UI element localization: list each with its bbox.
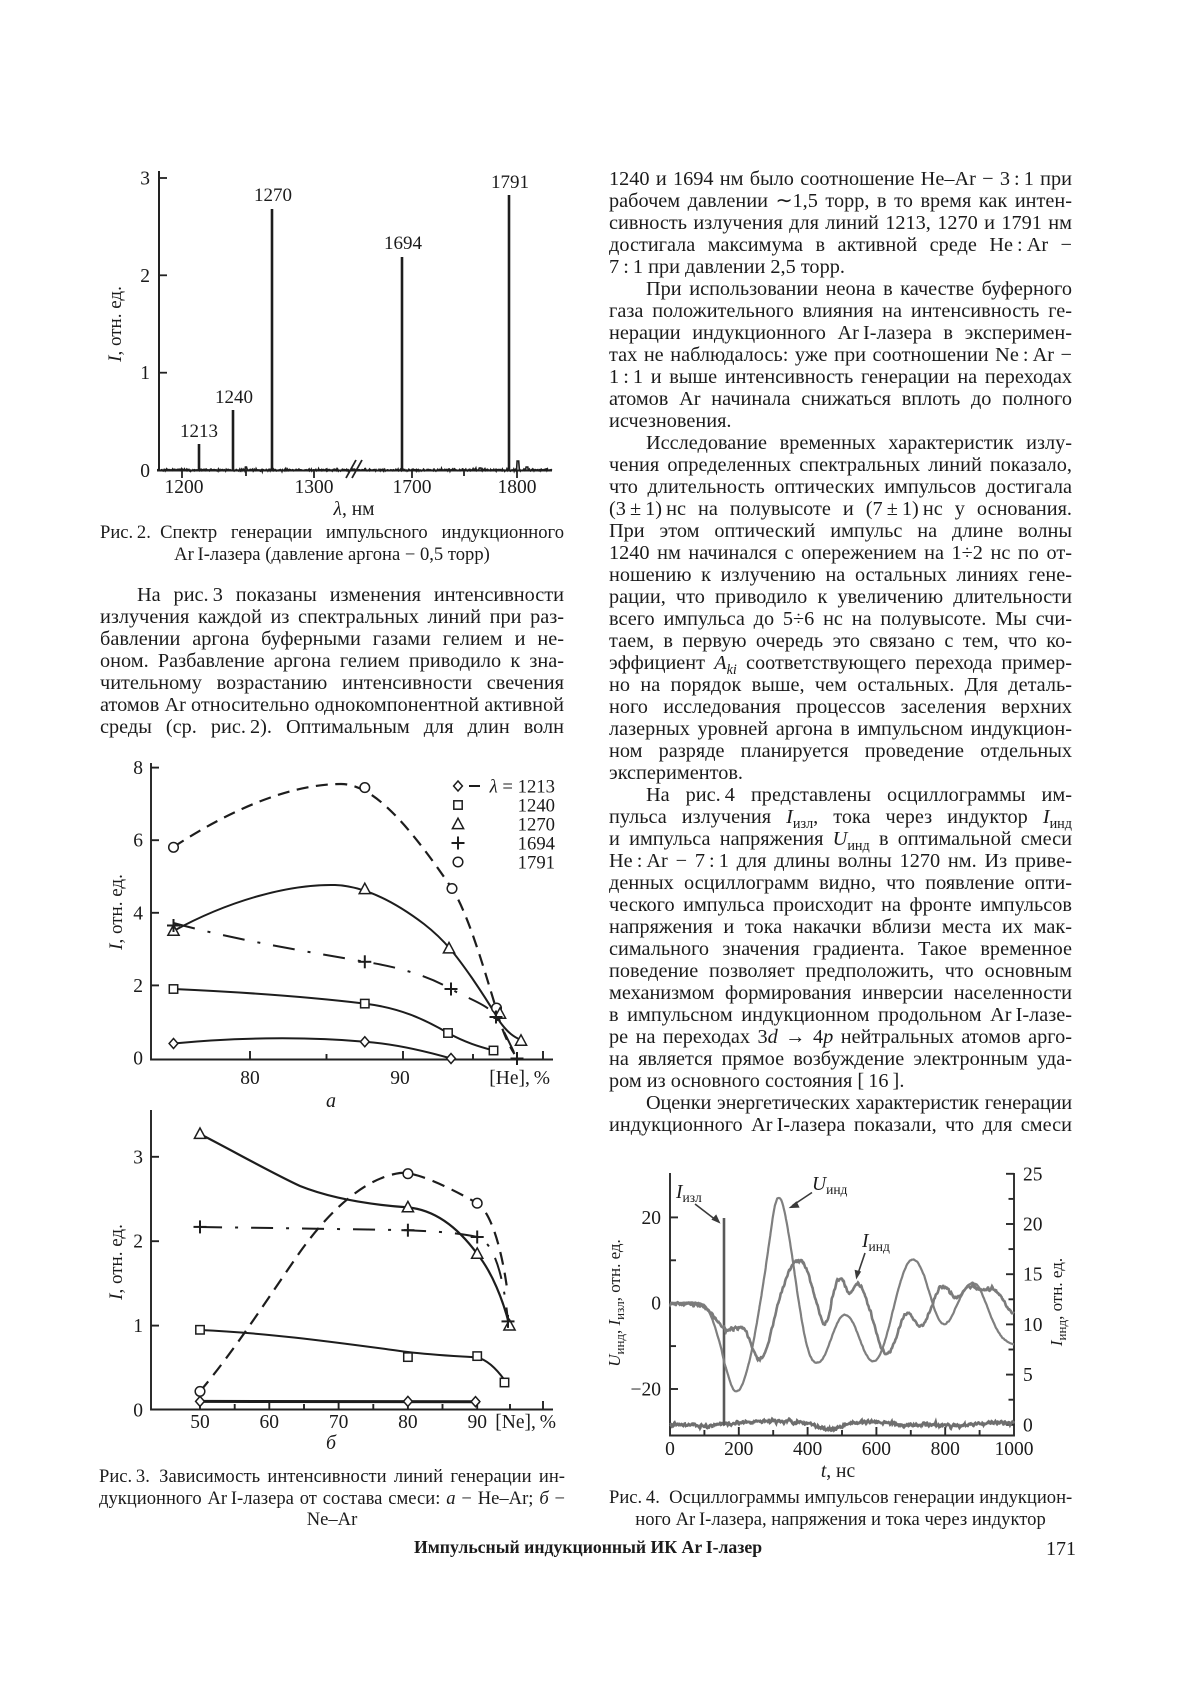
svg-text:I, отн. ед.: I, отн. ед. (105, 286, 126, 363)
svg-text:6: 6 (133, 831, 143, 852)
svg-text:1: 1 (140, 363, 150, 384)
svg-text:80: 80 (398, 1412, 418, 1433)
svg-text:1800: 1800 (498, 477, 537, 498)
svg-text:1240: 1240 (518, 796, 555, 817)
svg-text:1300: 1300 (295, 477, 334, 498)
svg-text:1700: 1700 (393, 477, 432, 498)
svg-text:8: 8 (133, 758, 143, 779)
svg-text:[He], %: [He], % (489, 1068, 550, 1089)
svg-text:0: 0 (140, 461, 150, 482)
svg-text:15: 15 (1023, 1265, 1043, 1286)
svg-text:10: 10 (1023, 1315, 1043, 1336)
svg-text:Iизл: Iизл (675, 1182, 702, 1205)
svg-text:1240: 1240 (215, 387, 253, 408)
svg-text:Iинд: Iинд (861, 1231, 890, 1254)
svg-text:1000: 1000 (995, 1439, 1034, 1460)
svg-text:20: 20 (1023, 1215, 1043, 1236)
svg-text:1270: 1270 (518, 815, 555, 836)
svg-text:Uинд: Uинд (812, 1174, 848, 1197)
svg-text:2: 2 (133, 1232, 143, 1253)
svg-text:20: 20 (642, 1208, 662, 1229)
svg-text:2: 2 (133, 976, 143, 997)
svg-text:I, отн. ед.: I, отн. ед. (106, 874, 127, 951)
svg-text:25: 25 (1023, 1164, 1043, 1185)
svg-text:1791: 1791 (518, 853, 555, 874)
svg-text:1213: 1213 (180, 421, 218, 442)
svg-text:−20: −20 (631, 1380, 662, 1401)
svg-text:1270: 1270 (254, 185, 292, 206)
svg-text:Uинд, Iизл, отн. ед.: Uинд, Iизл, отн. ед. (605, 1239, 627, 1367)
svg-text:0: 0 (665, 1439, 675, 1460)
svg-text:400: 400 (793, 1439, 822, 1460)
svg-text:200: 200 (724, 1439, 753, 1460)
svg-text:0: 0 (133, 1049, 143, 1070)
svg-text:Iинд, отн. ед.: Iинд, отн. ед. (1047, 1258, 1069, 1347)
svg-text:0: 0 (1023, 1415, 1033, 1436)
svg-text:1: 1 (133, 1316, 143, 1337)
svg-text:t, нс: t, нс (821, 1461, 856, 1482)
svg-text:600: 600 (862, 1439, 891, 1460)
svg-text:3: 3 (140, 169, 150, 190)
svg-text:1694: 1694 (384, 233, 423, 254)
svg-text:800: 800 (931, 1439, 960, 1460)
svg-text:70: 70 (329, 1412, 349, 1433)
svg-text:60: 60 (260, 1412, 280, 1433)
svg-text:λ, нм: λ, нм (333, 499, 375, 520)
svg-text:0: 0 (133, 1401, 143, 1422)
svg-text:I, отн. ед.: I, отн. ед. (106, 1224, 127, 1301)
svg-text:2: 2 (140, 266, 150, 287)
svg-text:λ = 1213: λ = 1213 (489, 777, 555, 798)
svg-text:1694: 1694 (518, 834, 556, 855)
svg-text:5: 5 (1023, 1365, 1033, 1386)
svg-text:а: а (326, 1090, 336, 1112)
svg-text:0: 0 (651, 1294, 661, 1315)
svg-text:90: 90 (467, 1412, 487, 1433)
svg-text:3: 3 (133, 1147, 143, 1168)
svg-text:б: б (326, 1432, 337, 1454)
svg-text:[Ne], %: [Ne], % (495, 1412, 556, 1433)
svg-text:90: 90 (390, 1068, 410, 1089)
svg-text:50: 50 (190, 1412, 210, 1433)
svg-text:80: 80 (240, 1068, 260, 1089)
svg-text:1200: 1200 (165, 477, 204, 498)
svg-text:1791: 1791 (491, 172, 529, 193)
svg-text:4: 4 (133, 903, 143, 924)
